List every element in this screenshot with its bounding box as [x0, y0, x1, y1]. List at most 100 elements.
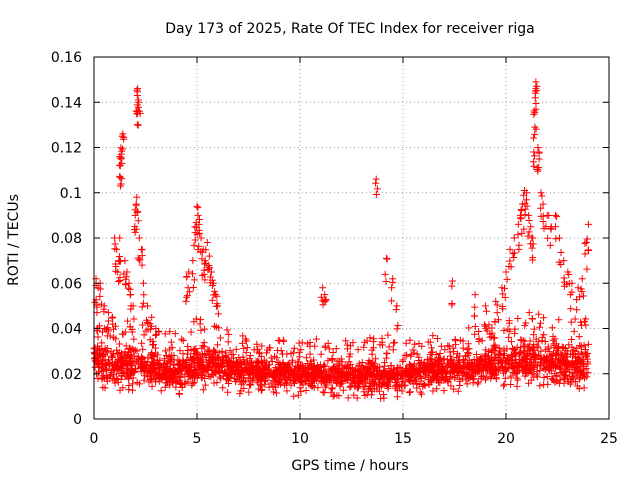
data-point — [545, 211, 553, 219]
data-point — [113, 245, 121, 253]
baseline-point — [371, 363, 379, 371]
baseline-point — [114, 350, 122, 358]
data-point — [383, 255, 391, 263]
data-point — [116, 257, 124, 265]
data-point — [115, 257, 123, 265]
baseline-point — [211, 347, 219, 355]
baseline-point — [413, 384, 421, 392]
baseline-point — [301, 377, 309, 385]
baseline-point — [146, 376, 154, 384]
data-point — [470, 312, 478, 320]
baseline-point — [545, 348, 553, 356]
baseline-point — [102, 347, 110, 355]
data-point — [213, 292, 221, 300]
data-point — [195, 242, 203, 250]
data-point — [523, 202, 531, 210]
baseline-point — [346, 383, 354, 391]
data-point — [537, 189, 545, 197]
baseline-point — [470, 356, 478, 364]
data-point — [499, 290, 507, 298]
data-point — [525, 216, 533, 224]
baseline-point — [167, 354, 175, 362]
baseline-point — [548, 375, 556, 383]
baseline-point — [190, 370, 198, 378]
baseline-point — [312, 335, 320, 343]
data-point — [133, 208, 141, 216]
baseline-point — [544, 380, 552, 388]
baseline-point — [232, 345, 240, 353]
data-point — [182, 297, 190, 305]
baseline-point — [198, 365, 206, 373]
baseline-point — [380, 394, 388, 402]
data-point — [525, 228, 533, 236]
baseline-point — [393, 386, 401, 394]
baseline-point — [109, 360, 117, 368]
data-point — [100, 305, 108, 313]
baseline-point — [500, 382, 508, 390]
baseline-point — [257, 352, 265, 360]
baseline-point — [273, 366, 281, 374]
data-point — [138, 261, 146, 269]
data-point — [117, 153, 125, 161]
data-point — [523, 196, 531, 204]
baseline-point — [507, 374, 515, 382]
baseline-point — [228, 351, 236, 359]
baseline-point — [449, 344, 457, 352]
baseline-point — [184, 378, 192, 386]
baseline-point — [201, 325, 209, 333]
baseline-point — [579, 351, 587, 359]
data-point — [138, 246, 146, 254]
baseline-point — [508, 352, 516, 360]
baseline-point — [461, 362, 469, 370]
baseline-point — [351, 374, 359, 382]
baseline-point — [311, 342, 319, 350]
baseline-point — [572, 366, 580, 374]
data-point — [139, 279, 147, 287]
baseline-point — [535, 310, 543, 318]
baseline-point — [377, 370, 385, 378]
baseline-point — [485, 367, 493, 375]
baseline-point — [224, 338, 232, 346]
baseline-point — [269, 377, 277, 385]
baseline-point — [202, 352, 210, 360]
data-point — [516, 214, 524, 222]
baseline-point — [96, 351, 104, 359]
baseline-point — [469, 366, 477, 374]
data-point — [579, 292, 587, 300]
baseline-point — [394, 364, 402, 372]
baseline-point — [246, 352, 254, 360]
baseline-point — [190, 350, 198, 358]
data-point — [499, 305, 507, 313]
baseline-point — [384, 382, 392, 390]
baseline-point — [530, 340, 538, 348]
data-point — [147, 325, 155, 333]
baseline-point — [512, 370, 520, 378]
baseline-point — [463, 380, 471, 388]
baseline-point — [487, 366, 495, 374]
baseline-point — [427, 348, 435, 356]
data-point — [509, 250, 517, 258]
baseline-point — [514, 363, 522, 371]
baseline-point — [513, 368, 521, 376]
data-point — [555, 258, 563, 266]
grid-lines — [94, 57, 609, 419]
baseline-point — [246, 371, 254, 379]
baseline-point — [569, 346, 577, 354]
baseline-point — [500, 350, 508, 358]
baseline-point — [419, 382, 427, 390]
baseline-point — [279, 359, 287, 367]
baseline-point — [517, 344, 525, 352]
baseline-point — [558, 358, 566, 366]
baseline-point — [242, 349, 250, 357]
baseline-point — [541, 346, 549, 354]
data-point — [191, 223, 199, 231]
data-point — [123, 268, 131, 276]
data-point — [201, 260, 209, 268]
baseline-point — [420, 381, 428, 389]
data-point — [189, 257, 197, 265]
data-points — [90, 78, 593, 403]
data-point — [556, 234, 564, 242]
baseline-point — [508, 344, 516, 352]
data-point — [583, 235, 591, 243]
data-point — [578, 275, 586, 283]
